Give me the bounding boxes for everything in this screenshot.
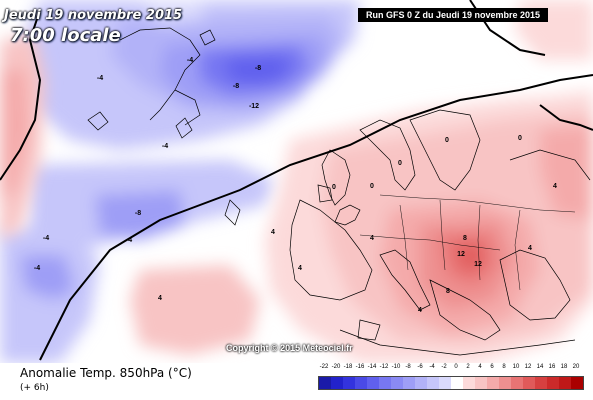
colorbar-swatch [403, 377, 415, 389]
colorbar-swatch [391, 377, 403, 389]
colorbar-swatch [427, 377, 439, 389]
contour-labels: -4 -8 -12 -8 -4 0 -4 -4 -4 -8 -4 4 0 0 0 0 4 4 4 4 8 12 12 8 4 4 [34, 57, 557, 314]
colorbar-swatch [475, 377, 487, 389]
colorbar-tick-label: 0 [454, 364, 458, 370]
cold-anomaly-shading [0, 0, 360, 363]
colorbar-tick-label: 20 [572, 364, 580, 370]
colorbar-swatch [367, 377, 379, 389]
coastlines [87, 27, 591, 356]
colorbar-tick-label: -6 [417, 364, 423, 370]
colorbar-tick-label: -16 [355, 364, 365, 370]
contour-value-label: 4 [271, 229, 275, 236]
colorbar-swatch [343, 377, 355, 389]
forecast-date: Jeudi 19 novembre 2015 [4, 8, 183, 23]
contour-value-label: 4 [553, 183, 557, 190]
colorbar-swatch [559, 377, 571, 389]
colorbar-swatch [487, 377, 499, 389]
contour-value-label: -4 [162, 143, 168, 150]
colorbar-swatch [547, 377, 559, 389]
colorbar-swatch [499, 377, 511, 389]
warm-anomaly-shading [0, 0, 593, 363]
colorbar-tick-label: 14 [536, 364, 544, 370]
colorbar-swatch [523, 377, 535, 389]
colorbar-swatch [463, 377, 475, 389]
colorbar-tick-labels: -22 -20 -18 -16 -14 -12 -10 -8 -6 -4 -2 0 2 4 6 8 10 12 14… [318, 364, 582, 374]
contour-value-label: -4 [43, 235, 49, 242]
colorbar-swatch [331, 377, 343, 389]
colorbar-tick-label: 6 [490, 364, 494, 370]
colorbar-tick-label: 16 [548, 364, 556, 370]
contour-value-label: -8 [233, 83, 239, 90]
contour-value-label: -8 [135, 210, 141, 217]
contour-value-label: 12 [457, 251, 465, 258]
colorbar-swatch [319, 377, 331, 389]
lead-time-label: (+ 6h) [20, 383, 49, 393]
contour-value-label: 8 [463, 235, 467, 242]
colorbar-tick-label: -18 [343, 364, 353, 370]
contour-value-label: 4 [158, 295, 162, 302]
colorbar-swatch [355, 377, 367, 389]
contour-value-label: 0 [398, 160, 402, 167]
colorbar-tick-label: -22 [319, 364, 329, 370]
variable-title: Anomalie Temp. 850hPa (°C) [20, 366, 192, 380]
contour-value-label: 12 [474, 261, 482, 268]
contour-value-label: 0 [370, 183, 374, 190]
contour-value-label: 0 [332, 184, 336, 191]
contour-value-label: -4 [97, 75, 103, 82]
colorbar-tick-label: 10 [512, 364, 520, 370]
colorbar-tick-label: 4 [478, 364, 482, 370]
colorbar-swatch [571, 377, 583, 389]
colorbar-swatch [415, 377, 427, 389]
colorbar-tick-label: -8 [405, 364, 411, 370]
zero-isolines [0, 0, 593, 361]
colorbar-tick-label: -20 [331, 364, 341, 370]
colorbar [318, 376, 584, 390]
copyright-notice: Copyright © 2015 Meteociel.fr [226, 343, 353, 353]
contour-value-label: -12 [249, 103, 259, 110]
colorbar-tick-label: -4 [429, 364, 435, 370]
colorbar-tick-label: -2 [441, 364, 447, 370]
colorbar-swatch [379, 377, 391, 389]
colorbar-swatch [451, 377, 463, 389]
contour-value-label: 4 [418, 307, 422, 314]
colorbar-swatch [439, 377, 451, 389]
colorbar-swatch [535, 377, 547, 389]
colorbar-tick-label: 18 [560, 364, 568, 370]
colorbar-swatch [511, 377, 523, 389]
colorbar-tick-label: -14 [367, 364, 377, 370]
contour-value-label: 4 [298, 265, 302, 272]
colorbar-tick-label: 8 [502, 364, 506, 370]
contour-value-label: -4 [187, 57, 193, 64]
contour-value-label: -4 [126, 237, 132, 244]
model-run-info: Run GFS 0 Z du Jeudi 19 novembre 2015 [358, 8, 549, 22]
colorbar-tick-label: 12 [524, 364, 532, 370]
colorbar-tick-label: -12 [379, 364, 389, 370]
contour-value-label: 0 [518, 135, 522, 142]
contour-value-label: 4 [370, 235, 374, 242]
contour-value-label: -8 [255, 65, 261, 72]
colorbar-tick-label: -10 [391, 364, 401, 370]
contour-value-label: 4 [528, 245, 532, 252]
forecast-local-time: 7:00 locale [10, 25, 121, 46]
contour-value-label: 0 [445, 137, 449, 144]
colorbar-tick-label: 2 [466, 364, 470, 370]
contour-value-label: 8 [446, 288, 450, 295]
contour-value-label: -4 [34, 265, 40, 272]
